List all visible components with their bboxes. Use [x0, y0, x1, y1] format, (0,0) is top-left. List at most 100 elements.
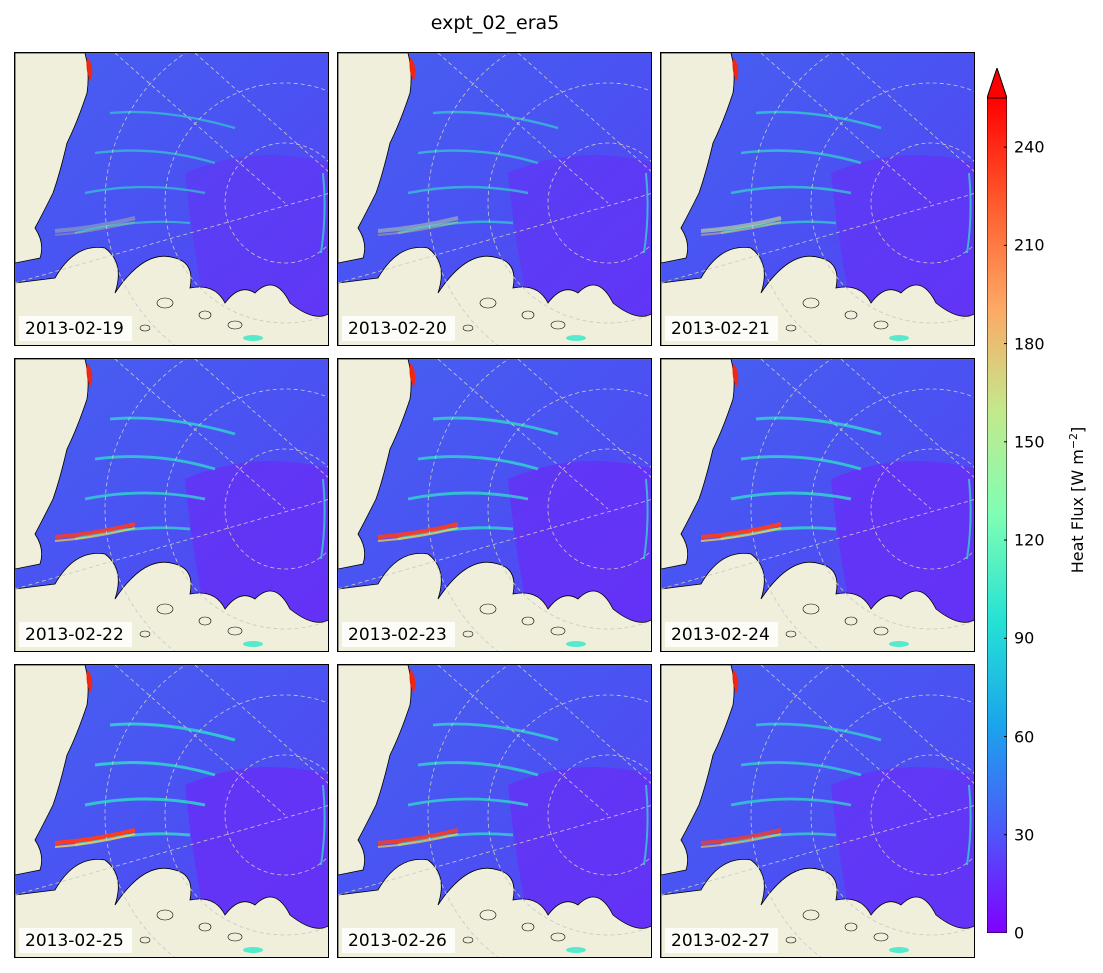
island [139, 936, 151, 944]
flux-streak [397, 220, 514, 235]
graticule-line [517, 665, 651, 784]
graticule-line [760, 665, 932, 816]
flux-streak-edge [643, 172, 649, 254]
graticule-line [338, 193, 651, 284]
island [479, 297, 497, 309]
island [844, 310, 858, 320]
island [844, 616, 858, 626]
flux-streak [74, 220, 191, 235]
graticule-line [517, 359, 651, 478]
graticule-line [840, 359, 974, 478]
flux-streak-edge [643, 784, 649, 866]
strong-flux-band-edge [700, 527, 782, 542]
strong-flux-band [54, 216, 136, 233]
graticule-line [194, 359, 328, 478]
strong-flux-band [377, 828, 459, 845]
graticule-line [661, 193, 974, 284]
graticule-line [760, 359, 932, 510]
land-west [338, 665, 412, 876]
panel-date-label: 2013-02-24 [665, 622, 778, 647]
colorbar-tick-label: 180 [1014, 334, 1045, 354]
colorbar-tick-label: 30 [1014, 825, 1035, 845]
island [873, 626, 889, 636]
strong-flux-band-edge [700, 833, 782, 848]
island [521, 922, 535, 932]
flux-streak [720, 220, 837, 235]
graticule-circle [547, 448, 651, 570]
land-west [661, 53, 735, 264]
hotspot [409, 669, 416, 693]
hotspot [732, 669, 739, 693]
strong-flux-band [700, 522, 782, 539]
hotspot [86, 57, 93, 81]
graticule-line [114, 53, 286, 204]
flux-streak [94, 455, 216, 471]
flux-streak [730, 491, 852, 501]
island [550, 932, 566, 942]
graticule-line [661, 805, 974, 896]
island [156, 297, 174, 309]
strong-flux-band [700, 216, 782, 233]
graticule-line [661, 499, 974, 590]
graticule-line [338, 805, 651, 896]
flux-streak [432, 722, 559, 742]
panel-date-label: 2013-02-21 [665, 316, 778, 341]
strong-flux-band-edge [377, 527, 459, 542]
graticule-line [114, 665, 286, 816]
island [873, 320, 889, 330]
island [462, 936, 474, 944]
flux-streak-edge [320, 478, 326, 560]
colorbar-gradient [987, 97, 1007, 933]
land-west [15, 665, 89, 876]
graticule-line [437, 359, 609, 510]
island [521, 616, 535, 626]
flux-streak [84, 491, 206, 501]
land-west [15, 359, 89, 570]
hotspot [86, 363, 93, 387]
island [479, 909, 497, 921]
graticule-line [194, 53, 328, 172]
hotspot [409, 363, 416, 387]
strong-flux-band-edge [54, 833, 136, 848]
coastal-flux [566, 947, 586, 953]
hotspot [732, 363, 739, 387]
colorbar-tick-label: 240 [1014, 137, 1045, 157]
strong-flux-band-edge [377, 833, 459, 848]
coastal-flux [243, 947, 263, 953]
colorbar-tick-label: 0 [1014, 923, 1025, 943]
colorbar [987, 68, 1007, 933]
flux-streak-edge [966, 172, 972, 254]
panel-date-label: 2013-02-26 [342, 928, 455, 953]
coastal-flux [566, 641, 586, 647]
strong-flux-band-edge [377, 221, 459, 236]
hotspot [732, 57, 739, 81]
colorbar-tick-label: 210 [1014, 235, 1045, 255]
island [802, 297, 820, 309]
flux-streak [740, 761, 862, 777]
island [785, 936, 797, 944]
island [227, 626, 243, 636]
graticule-circle [224, 448, 328, 570]
map-panel: 2013-02-22 [14, 358, 329, 652]
map-panel: 2013-02-24 [660, 358, 975, 652]
island [521, 310, 535, 320]
flux-streak [84, 797, 206, 807]
graticule-line [15, 499, 328, 590]
panel-date-label: 2013-02-23 [342, 622, 455, 647]
graticule-circle [224, 754, 328, 876]
graticule-line [114, 359, 286, 510]
flux-streak [730, 797, 852, 807]
strong-flux-band [700, 828, 782, 845]
strong-flux-band [377, 216, 459, 233]
colorbar-tick-label: 90 [1014, 628, 1035, 648]
island [462, 630, 474, 638]
island [873, 932, 889, 942]
panel-date-label: 2013-02-22 [19, 622, 132, 647]
graticule-circle [547, 142, 651, 264]
colorbar-tick-label: 120 [1014, 530, 1045, 550]
flux-streak [755, 722, 882, 742]
colorbar-tick-label: 60 [1014, 727, 1035, 747]
flux-streak-edge [966, 784, 972, 866]
flux-streak [755, 110, 882, 130]
flux-streak [740, 455, 862, 471]
